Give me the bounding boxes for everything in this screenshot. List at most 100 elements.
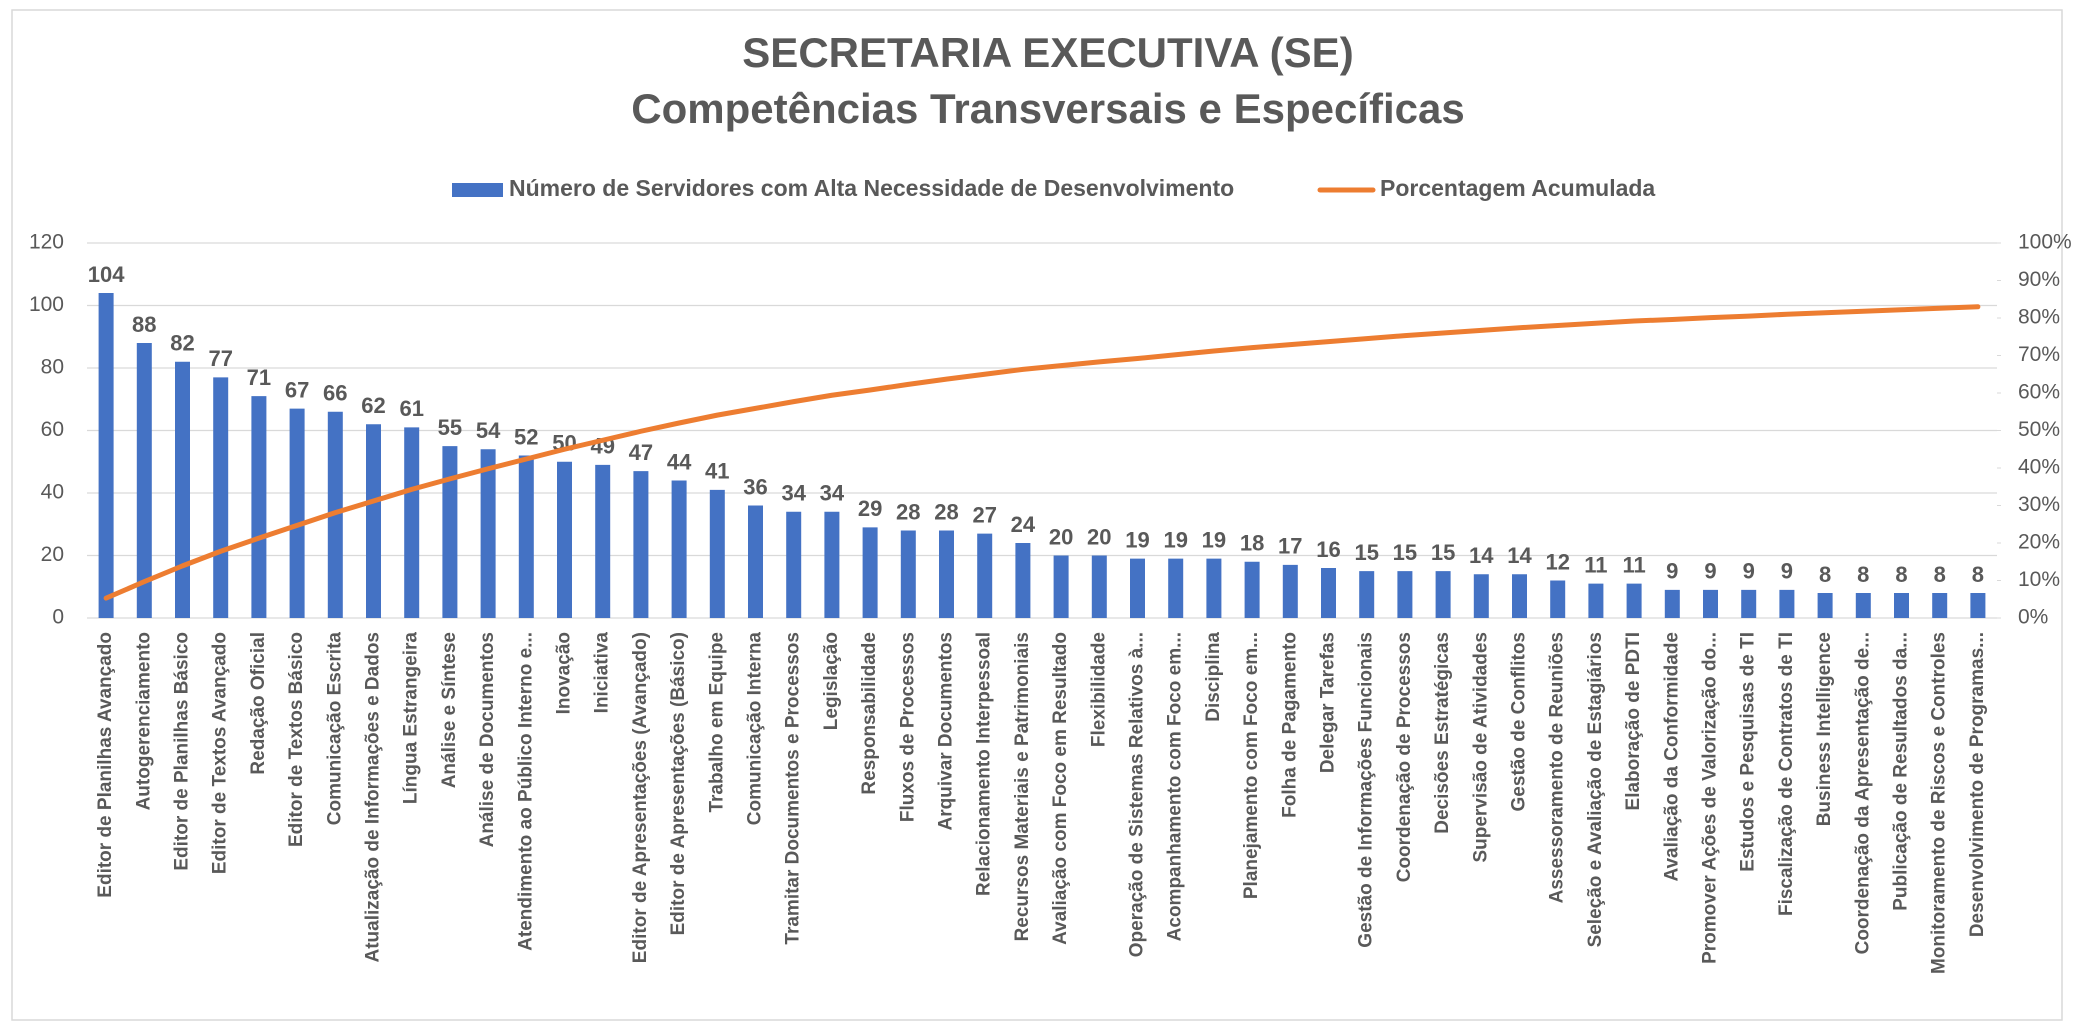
data-label: 36	[743, 474, 767, 499]
x-tick-label: Monitoramento de Riscos e Controles	[1929, 632, 1950, 974]
data-label: 20	[1049, 524, 1073, 549]
data-label: 20	[1087, 524, 1111, 549]
data-label: 16	[1316, 537, 1340, 562]
bar	[1130, 558, 1145, 618]
data-label: 8	[1819, 562, 1831, 587]
x-tick-label: Avaliação com Foco em Resultado	[1050, 632, 1071, 945]
bar	[939, 530, 954, 618]
x-tick-label: Editor de Textos Avançado	[210, 632, 231, 874]
data-label: 67	[285, 377, 309, 402]
data-label: 15	[1431, 540, 1455, 565]
data-label: 15	[1393, 540, 1417, 565]
bar	[442, 446, 458, 618]
x-tick-label: Disciplina	[1203, 632, 1224, 722]
bar	[862, 527, 878, 618]
x-tick-label: Relacionamento Interpessoal	[974, 632, 995, 896]
data-label: 14	[1507, 543, 1532, 568]
data-label: 9	[1704, 559, 1716, 584]
legend-label: Número de Servidores com Alta Necessidad…	[509, 175, 1234, 201]
data-label: 11	[1622, 552, 1645, 577]
bar	[1855, 593, 1871, 618]
x-tick-label: Avaliação da Conformidade	[1661, 632, 1682, 882]
chart-border	[11, 9, 2063, 1021]
x-tick-label: Operação de Sistemas Relativos à...	[1127, 632, 1148, 957]
x-tick-label: Gestão de Conflitos	[1509, 632, 1530, 811]
bar	[1970, 593, 1986, 618]
bar	[1206, 558, 1222, 618]
bar	[557, 461, 572, 618]
bar	[175, 361, 190, 618]
bar	[1588, 583, 1604, 618]
data-label: 9	[1781, 559, 1793, 584]
x-tick-label: Legislação	[821, 632, 842, 730]
y-tick-label: 20	[41, 543, 64, 566]
bar	[1779, 589, 1795, 618]
x-tick-label: Supervisão de Atividades	[1470, 632, 1491, 863]
data-label: 28	[896, 499, 920, 524]
x-tick-label: Comunicação Escrita	[324, 632, 345, 826]
x-tick-label: Comunicação Interna	[745, 632, 766, 826]
x-tick-label: Delegar Tarefas	[1318, 632, 1339, 773]
bar	[748, 505, 763, 618]
data-label: 77	[208, 346, 232, 371]
y-tick-label: 60	[41, 418, 64, 441]
data-label: 34	[820, 481, 845, 506]
bar	[786, 511, 802, 618]
y2-tick-label: 100%	[2018, 231, 2072, 254]
legend-label: Porcentagem Acumulada	[1380, 175, 1655, 201]
data-label: 66	[323, 381, 347, 406]
x-tick-label: Análise e Síntese	[439, 632, 460, 788]
bar	[1435, 571, 1451, 618]
data-label: 9	[1743, 559, 1755, 584]
bar	[1053, 555, 1069, 618]
y2-tick-label: 40%	[2018, 456, 2060, 479]
data-label: 19	[1125, 527, 1149, 552]
data-label: 82	[170, 331, 194, 356]
data-label: 104	[88, 262, 125, 287]
y-tick-label: 0	[52, 606, 64, 629]
y2-tick-label: 50%	[2018, 418, 2060, 441]
x-tick-label: Promover Ações de Valorização do...	[1700, 632, 1721, 964]
data-label: 71	[247, 365, 271, 390]
bar	[289, 408, 305, 618]
x-tick-label: Publicação de Resultados da...	[1891, 632, 1912, 911]
bar	[977, 533, 993, 618]
data-label: 29	[858, 496, 882, 521]
bar	[366, 424, 381, 618]
data-label: 62	[361, 393, 385, 418]
x-tick-label: Responsabilidade	[859, 632, 880, 795]
data-label: 19	[1202, 527, 1226, 552]
x-tick-label: Fluxos de Processos	[897, 632, 918, 822]
x-tick-label: Editor de Apresentações (Avançado)	[630, 632, 651, 963]
bar	[1282, 564, 1298, 618]
x-tick-label: Editor de Apresentações (Básico)	[668, 632, 689, 935]
bar	[1015, 543, 1031, 618]
x-tick-label: Coordenação de Processos	[1394, 632, 1415, 882]
bar	[251, 396, 267, 618]
bar	[1091, 555, 1107, 618]
data-label: 15	[1354, 540, 1378, 565]
data-label: 41	[705, 459, 729, 484]
bar	[1168, 558, 1184, 618]
bar	[213, 377, 229, 618]
x-tick-label: Flexibilidade	[1088, 632, 1109, 747]
data-label: 12	[1545, 549, 1569, 574]
data-label: 14	[1469, 543, 1494, 568]
data-label: 88	[132, 312, 156, 337]
x-tick-label: Business Intelligence	[1814, 632, 1835, 826]
x-tick-label: Atendimento ao Público Interno e...	[515, 632, 536, 951]
x-tick-label: Autogerenciamento	[133, 632, 154, 810]
x-tick-label: Assessoramento de Reuniões	[1547, 632, 1568, 903]
x-tick-label: Editor de Textos Básico	[286, 632, 307, 847]
bar	[1359, 571, 1375, 618]
y-tick-label: 40	[41, 481, 64, 504]
x-tick-label: Gestão de Informações Funcionais	[1356, 632, 1377, 948]
x-tick-label: Atualização de Informações e Dados	[363, 632, 384, 963]
y-tick-label: 80	[41, 356, 64, 379]
x-tick-label: Redação Oficial	[248, 632, 269, 775]
x-tick-label: Desenvolvimento de Programas...	[1967, 632, 1988, 937]
bar	[671, 480, 687, 618]
data-label: 8	[1972, 562, 1984, 587]
x-tick-label: Estudos e Pesquisas de TI	[1738, 632, 1759, 872]
bar	[633, 471, 649, 618]
